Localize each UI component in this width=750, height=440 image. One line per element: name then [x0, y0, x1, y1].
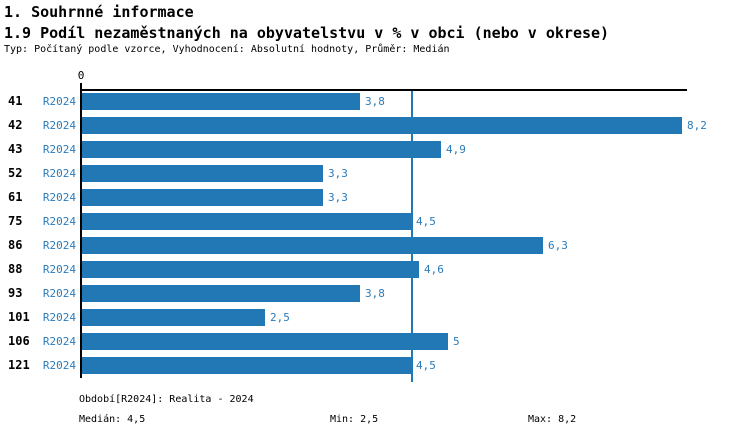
value-label: 2,5 [270, 311, 290, 324]
category-label: 86 [8, 238, 23, 252]
chart-meta: Typ: Počítaný podle vzorce, Vyhodnocení:… [4, 44, 450, 55]
value-label: 4,5 [416, 215, 436, 228]
value-label: 4,5 [416, 359, 436, 372]
footer-median: Medián: 4,5 [79, 414, 146, 425]
chart-row: 43 R2024 4,9 [0, 141, 750, 158]
chart-row: 52 R2024 3,3 [0, 165, 750, 182]
section-title: 1. Souhrnné informace [4, 3, 194, 21]
chart-row: 101 R2024 2,5 [0, 309, 750, 326]
chart-row: 86 R2024 6,3 [0, 237, 750, 254]
bar [82, 213, 411, 230]
value-label: 3,8 [365, 95, 385, 108]
chart-row: 75 R2024 4,5 [0, 213, 750, 230]
value-label: 6,3 [548, 239, 568, 252]
series-label: R2024 [42, 263, 76, 276]
chart-row: 42 R2024 8,2 [0, 117, 750, 134]
bar [82, 165, 323, 182]
chart-row: 88 R2024 4,6 [0, 261, 750, 278]
bar [82, 93, 360, 110]
series-label: R2024 [42, 95, 76, 108]
bar [82, 261, 419, 278]
bar [82, 285, 360, 302]
chart-title: 1.9 Podíl nezaměstnaných na obyvatelstvu… [4, 24, 610, 42]
footer-max: Max: 8,2 [528, 414, 577, 425]
bar [82, 117, 682, 134]
bar [82, 309, 265, 326]
bar [82, 333, 448, 350]
series-label: R2024 [42, 287, 76, 300]
category-label: 101 [8, 310, 30, 324]
series-label: R2024 [42, 215, 76, 228]
category-label: 52 [8, 166, 23, 180]
category-label: 43 [8, 142, 23, 156]
series-label: R2024 [42, 143, 76, 156]
series-label: R2024 [42, 119, 76, 132]
series-label: R2024 [42, 167, 76, 180]
category-label: 106 [8, 334, 30, 348]
bar [82, 189, 323, 206]
bar [82, 141, 441, 158]
value-label: 3,3 [328, 167, 348, 180]
series-label: R2024 [42, 311, 76, 324]
category-label: 42 [8, 118, 23, 132]
bar [82, 237, 543, 254]
value-label: 4,9 [446, 143, 466, 156]
series-label: R2024 [42, 335, 76, 348]
category-label: 61 [8, 190, 23, 204]
category-label: 41 [8, 94, 23, 108]
series-label: R2024 [42, 191, 76, 204]
x-axis-line [80, 89, 687, 91]
category-label: 75 [8, 214, 23, 228]
footer-period: Období[R2024]: Realita - 2024 [79, 394, 254, 405]
y-axis-line [80, 83, 82, 378]
median-line [411, 91, 413, 382]
series-label: R2024 [42, 239, 76, 252]
category-label: 88 [8, 262, 23, 276]
chart-row: 41 R2024 3,8 [0, 93, 750, 110]
value-label: 5 [453, 335, 460, 348]
category-label: 121 [8, 358, 30, 372]
chart-row: 61 R2024 3,3 [0, 189, 750, 206]
chart-row: 121 R2024 4,5 [0, 357, 750, 374]
series-label: R2024 [42, 359, 76, 372]
value-label: 3,3 [328, 191, 348, 204]
category-label: 93 [8, 286, 23, 300]
chart-row: 93 R2024 3,8 [0, 285, 750, 302]
x-axis-zero-label: 0 [77, 69, 85, 82]
footer-min: Min: 2,5 [330, 414, 379, 425]
bar [82, 357, 411, 374]
value-label: 3,8 [365, 287, 385, 300]
chart-row: 106 R2024 5 [0, 333, 750, 350]
value-label: 8,2 [687, 119, 707, 132]
value-label: 4,6 [424, 263, 444, 276]
